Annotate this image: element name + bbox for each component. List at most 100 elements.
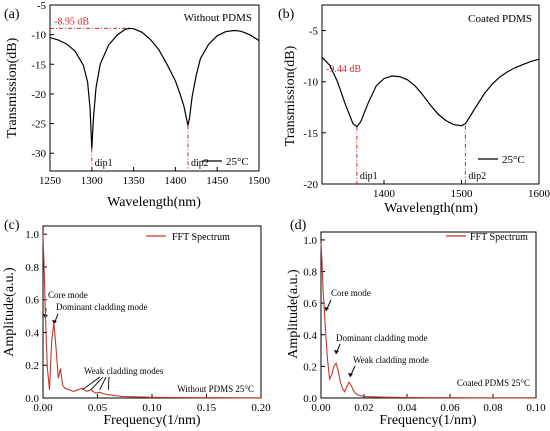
- panel-d-xlabel: Frequency(1/nm): [379, 413, 477, 428]
- panel-c-label: (c): [4, 218, 20, 233]
- panel-d-series-line: [320, 243, 536, 399]
- panel-d-ylabel: Amplitude(a.u.): [286, 269, 301, 359]
- panel-b-legend-label: 25°C: [502, 154, 525, 166]
- panel-b-peak-label: -9.44 dB: [326, 64, 361, 75]
- panel-d-arrowhead-icon: [324, 307, 329, 311]
- panel-b-dip-label: dip1: [360, 171, 378, 182]
- panel-a-y-tick-label: -5: [37, 0, 47, 12]
- panel-b-series-line: [321, 56, 540, 128]
- panel-a-peak-label: -8.95 dB: [54, 16, 89, 27]
- panel-c-ylabel: Amplitude(a.u.): [2, 267, 17, 357]
- panel-d-x-tick-label: 0.02: [354, 402, 373, 414]
- panel-d-x-tick-label: 0.08: [483, 402, 503, 414]
- panel-c-annotation-label: Without PDMS 25°C: [177, 384, 254, 394]
- panel-d-y-tick-label: 1.0: [303, 235, 317, 247]
- panel-b-y-tick-label: -20: [303, 179, 318, 191]
- panel-c-y-tick-label: 0.6: [25, 295, 39, 307]
- panel-a-y-ticks: -30 -25 -20 -15 -10 -5: [31, 0, 54, 160]
- panel-a-x-tick-label: 1500: [248, 175, 271, 187]
- panel-c-weak-mode-arrow: [99, 376, 107, 391]
- panel-c: (c) 0.00 0.05 0.10 0.15 0.20 0.0 0.2 0.4 0.6 0.8…: [2, 218, 271, 428]
- panel-b-y-tick-label: -10: [303, 77, 318, 89]
- panel-d-annotation-label: Weak cladding mode: [353, 355, 429, 365]
- panel-b: (b) Coated PDMS 1400 1500 1600 -5 -10 -15 -20…: [278, 4, 550, 216]
- panel-c-annotation-label: Core mode: [48, 290, 88, 300]
- panel-b-dip-label: dip2: [468, 171, 486, 182]
- panel-a-y-tick-label: -30: [31, 148, 46, 160]
- panel-c-y-tick-label: 0.8: [25, 262, 39, 274]
- panel-c-weak-mode-arrow: [107, 376, 110, 390]
- panel-d-x-tick-label: 0.06: [440, 402, 460, 414]
- panel-b-label: (b): [278, 7, 295, 22]
- panel-b-x-ticks: 1400 1500 1600: [373, 180, 550, 200]
- panel-a-y-tick-label: -25: [31, 119, 46, 131]
- panel-d-arrowhead-icon: [348, 373, 353, 377]
- panel-a-y-tick-label: -10: [31, 30, 46, 42]
- panel-d-y-tick-label: 0.2: [303, 361, 317, 373]
- panel-c-x-tick-label: 0.15: [197, 402, 217, 414]
- panel-c-weak-mode-arrow: [81, 376, 101, 391]
- panel-a-x-ticks: 1250 1300 1350 1400 1450 1500: [39, 167, 271, 187]
- panel-d-annotation-label: Dominant cladding mode: [336, 333, 427, 343]
- panel-d-y-tick-label: 0.4: [303, 330, 317, 342]
- panel-c-arrowhead-icon: [52, 320, 57, 324]
- panel-d-arrowhead-icon: [334, 350, 339, 354]
- panel-c-x-tick-label: 0.10: [142, 402, 162, 414]
- panel-a-dip-label: dip2: [191, 158, 209, 169]
- panel-d-plot-area: [320, 231, 537, 399]
- panel-b-annotations: -9.44 dB dip1 dip2: [326, 64, 486, 184]
- panel-b-y-tick-label: -5: [309, 26, 319, 38]
- panel-d-annotation-label: Core mode: [331, 288, 371, 298]
- panel-d-annotation-label: Coated PDMS 25°C: [457, 378, 530, 388]
- panel-c-series-line: [42, 234, 261, 399]
- panel-d-y-tick-label: 0.8: [303, 267, 317, 279]
- panel-a-legend-label: 25°C: [226, 156, 249, 168]
- panel-a-x-tick-label: 1250: [39, 175, 62, 187]
- panel-a-series-line: [49, 27, 260, 149]
- panel-d-legend-label: FFT Spectrum: [470, 232, 528, 243]
- panel-a: (a) Without PDMS 1250 1300 1350 1400 1450 150…: [4, 0, 271, 210]
- panel-d-label: (d): [290, 218, 307, 233]
- panel-a-x-tick-label: 1450: [206, 175, 229, 187]
- panel-c-xlabel: Frequency(1/nm): [103, 413, 201, 428]
- panel-d-annotations: Core mode Dominant cladding mode Weak clad…: [324, 288, 530, 388]
- panel-c-y-ticks: 0.0 0.2 0.4 0.6 0.8 1.0: [25, 229, 47, 405]
- panel-d-legend: FFT Spectrum: [446, 232, 528, 243]
- panel-a-x-tick-label: 1350: [123, 175, 146, 187]
- panel-c-y-tick-label: 0.0: [25, 393, 39, 405]
- panel-a-legend: 25°C: [202, 156, 249, 168]
- panel-b-xlabel: Wavelength(nm): [384, 201, 478, 216]
- panel-c-legend-label: FFT Spectrum: [172, 232, 230, 243]
- panel-d-x-tick-label: 0.10: [526, 402, 546, 414]
- panel-c-x-tick-label: 0.20: [251, 402, 271, 414]
- panel-c-x-tick-label: 0.00: [33, 402, 53, 414]
- panel-b-legend: 25°C: [478, 154, 525, 166]
- panel-d-x-ticks: 0.00 0.02 0.04 0.06 0.08 0.10: [311, 394, 546, 414]
- panel-c-weak-mode-arrow: [90, 376, 104, 391]
- panel-b-x-tick-label: 1400: [373, 188, 396, 200]
- panel-d: (d) 0.00 0.02 0.04 0.06 0.08 0.10 0.00.20.40.…: [286, 218, 546, 428]
- panel-b-ylabel: Transmission(dB): [283, 45, 298, 146]
- panel-d-x-tick-label: 0.04: [397, 402, 417, 414]
- panel-c-annotation-label: Weak cladding modes: [84, 366, 164, 376]
- panel-a-x-tick-label: 1300: [81, 175, 104, 187]
- panel-c-annotations: Core mode Dominant cladding mode Weak clad…: [43, 290, 254, 394]
- panel-b-plot-area: [321, 4, 540, 185]
- panel-a-annotations: -8.95 dB dip1 dip2: [50, 16, 209, 171]
- panel-a-plot-area: [49, 4, 260, 172]
- panel-a-dip-label: dip1: [95, 158, 113, 169]
- panel-a-title: Without PDMS: [184, 12, 252, 24]
- panel-b-x-tick-label: 1500: [451, 188, 474, 200]
- panel-d-x-tick-label: 0.00: [311, 402, 331, 414]
- panel-b-y-tick-label: -15: [303, 128, 318, 140]
- panel-c-annotation-label: Dominant cladding mode: [56, 302, 147, 312]
- panel-b-y-ticks: -5 -10 -15 -20: [303, 26, 326, 191]
- panel-d-y-tick-label: 0.6: [303, 298, 317, 310]
- panel-a-label: (a): [4, 7, 20, 22]
- panel-a-y-tick-label: -20: [31, 89, 46, 101]
- panel-d-y-ticks: 0.0 0.2 0.4 0.6 0.8 1.0: [303, 235, 325, 405]
- panel-d-y-tick-label: 0.0: [303, 393, 317, 405]
- panel-c-y-tick-label: 0.2: [25, 360, 39, 372]
- panel-c-x-ticks: 0.00 0.05 0.10 0.15 0.20: [33, 394, 271, 414]
